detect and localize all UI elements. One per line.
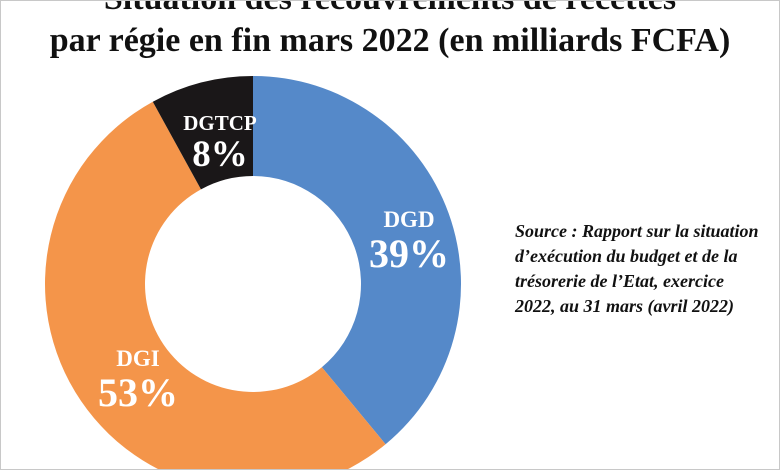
slice-dgi: [45, 101, 386, 469]
slice-dgd: [253, 76, 462, 445]
slice-value-dgi: 53%: [98, 370, 178, 415]
slice-label-dgtcp: DGTCP: [183, 111, 257, 135]
source-note: Source : Rapport sur la situation d’exéc…: [515, 221, 759, 316]
chart-title-line-1: Situation des recouvrements de recettes: [1, 1, 779, 19]
slice-label-dgi: DGI: [116, 346, 160, 371]
slice-value-dgd: 39%: [369, 231, 449, 276]
chart-title-line-2: par régie en fin mars 2022 (en milliards…: [49, 22, 731, 59]
slice-dgtcp: [152, 76, 253, 190]
slice-value-dgtcp: 8%: [192, 134, 248, 175]
slice-label-dgd: DGD: [383, 207, 434, 232]
